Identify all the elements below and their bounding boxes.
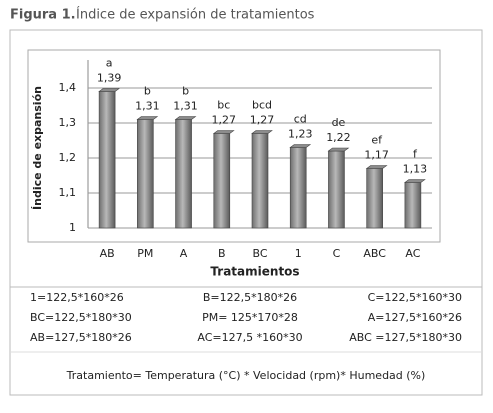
x-tick-label: PM — [137, 247, 153, 260]
group-letter: de — [332, 116, 346, 129]
y-tick-label: 1,4 — [59, 81, 77, 94]
value-label: 1,39 — [97, 72, 122, 85]
value-label: 1,17 — [364, 149, 389, 162]
y-tick-label: 1,2 — [59, 151, 77, 164]
key-entry: A=127,5*160*26 — [368, 311, 462, 324]
bar — [328, 150, 345, 229]
bar — [251, 133, 269, 229]
bar-top — [98, 88, 121, 92]
x-tick-label: C — [333, 247, 341, 260]
x-tick-label: BC — [252, 247, 267, 260]
footnote: Tratamiento= Temperatura (°C) * Velocida… — [66, 369, 426, 382]
key-entry: BC=122,5*180*30 — [30, 311, 132, 324]
group-letter: b — [144, 85, 151, 98]
y-tick-label: 1,1 — [59, 186, 77, 199]
value-label: 1,22 — [326, 131, 351, 144]
bar — [366, 168, 383, 229]
bar — [404, 182, 422, 229]
bar — [98, 91, 116, 229]
x-tick-label: AB — [100, 247, 115, 260]
x-tick-label: B — [218, 247, 226, 260]
bar-top — [251, 130, 273, 134]
figure-frame — [9, 29, 483, 396]
bar-top — [327, 147, 350, 152]
group-letter: ef — [371, 134, 383, 147]
figure-label: Figura 1. — [10, 8, 76, 23]
value-label: 1,13 — [403, 163, 428, 176]
bar — [289, 147, 307, 229]
key-entry: 1=122,5*160*26 — [30, 291, 124, 304]
x-tick-label: A — [180, 247, 188, 260]
value-label: 1,31 — [173, 100, 198, 113]
value-label: 1,31 — [135, 100, 160, 113]
group-letter: bcd — [252, 99, 272, 112]
key-entry: PM= 125*170*28 — [202, 311, 298, 324]
y-tick-label: 1,3 — [59, 116, 77, 129]
group-letter: a — [106, 57, 113, 70]
bar-top — [174, 116, 197, 120]
key-entry: AC=127,5 *160*30 — [197, 331, 302, 344]
value-label: 1,27 — [250, 114, 275, 127]
bar-top — [212, 130, 235, 134]
key-entry: AB=127,5*180*26 — [30, 331, 132, 344]
bar-top — [365, 165, 388, 169]
bar-top — [289, 144, 312, 148]
chart-frame — [27, 49, 441, 243]
bar — [137, 119, 154, 229]
value-label: 1,27 — [212, 114, 237, 127]
x-axis-title: Tratamientos — [210, 265, 299, 279]
y-tick-label: 1 — [69, 221, 76, 234]
key-entry: C=122,5*160*30 — [368, 291, 462, 304]
bar-top — [403, 179, 426, 183]
bar-top — [136, 116, 159, 120]
bar — [175, 119, 192, 229]
key-entry: ABC =127,5*180*30 — [349, 331, 462, 344]
x-tick-label: ABC — [363, 247, 386, 260]
group-letter: b — [182, 85, 189, 98]
group-letter: f — [413, 148, 418, 161]
value-label: 1,23 — [288, 128, 313, 141]
group-letter: bc — [217, 99, 230, 112]
y-axis-title: Índice de expansión — [31, 86, 44, 210]
figure-title: Índice de expansión de tratamientos — [76, 7, 315, 23]
key-entry: B=122,5*180*26 — [203, 291, 297, 304]
x-tick-label: 1 — [295, 247, 302, 260]
bar — [213, 133, 231, 229]
group-letter: cd — [294, 113, 307, 126]
x-tick-label: AC — [405, 247, 420, 260]
